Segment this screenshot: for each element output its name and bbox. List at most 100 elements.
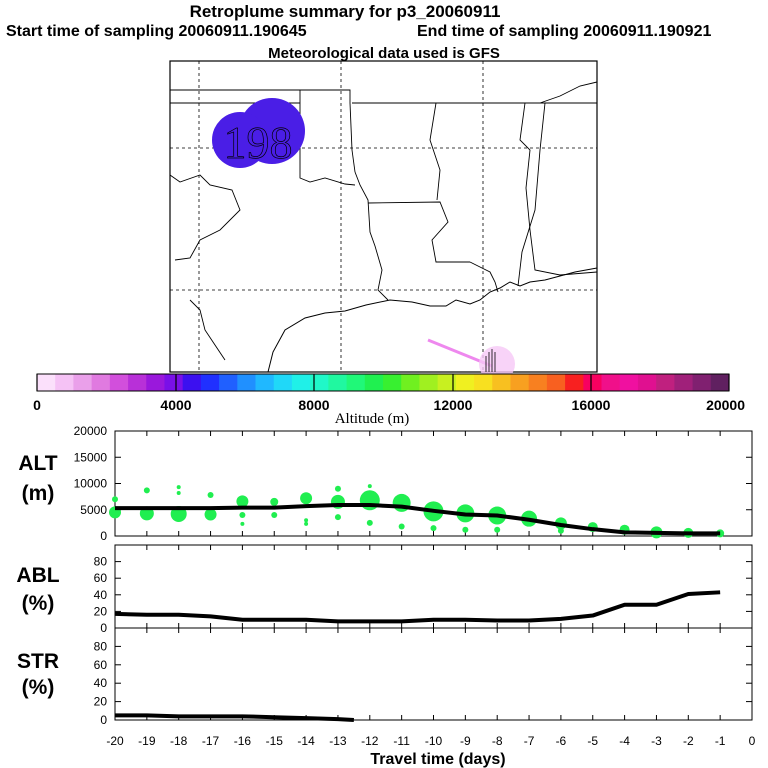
border-ms-al [469,261,499,293]
y-tick-label: 20000 [74,424,108,438]
y-tick-label: 20 [94,604,108,618]
x-tick-label: -17 [202,734,220,748]
colorbar-swatch [419,374,439,391]
y-tick-label: 5000 [80,503,107,517]
scatter-point [207,492,214,499]
colorbar-tick-label: 4000 [160,397,191,413]
border-tn [539,81,598,104]
colorbar-swatch [492,374,511,391]
x-tick-label: -1 [715,734,726,748]
y-tick-label: 80 [94,639,108,653]
colorbar-swatch [601,374,621,391]
scatter-point [271,512,278,518]
colorbar-swatch [237,374,256,391]
y-tick-label: 15000 [74,450,108,464]
scatter-point [557,527,564,534]
plume-blob-small [212,112,268,168]
colorbar-swatch [182,374,202,391]
red-river [299,145,356,186]
scatter-point [204,508,217,521]
colorbar-swatch [510,374,530,391]
colorbar-swatch [583,374,602,391]
scatter-point [236,495,249,508]
colorbar-tick-label: 16000 [572,397,611,413]
y-tick-label: 10000 [74,477,108,491]
scatter-point [430,525,437,532]
colorbar-tick-label: 8000 [298,397,329,413]
y-tick-label: 0 [100,621,107,635]
colorbar-tick-label: 0 [33,397,41,413]
colorbar-swatch [146,374,165,391]
x-tick-label: -4 [619,734,630,748]
chart-title: Retroplume summary for p3_20060911 [189,2,501,21]
scatter-point [366,519,373,526]
colorbar-swatch [255,374,275,391]
colorbar-swatch [164,374,184,391]
x-tick-label: -18 [170,734,188,748]
scatter-point [304,521,309,526]
x-axis-label: Travel time (days) [370,751,505,768]
colorbar-label: Altitude (m) [335,411,410,427]
colorbar-swatch [219,374,238,391]
x-tick-label: -11 [393,734,410,748]
border-tx-nm [169,174,241,261]
colorbar-swatch [383,374,402,391]
colorbar-swatch [37,374,56,391]
border-ar-la-ms [367,201,470,263]
y-tick-label: 0 [100,713,107,727]
scatter-point [176,485,181,490]
series-line [115,713,354,722]
x-tick-label: -12 [361,734,379,748]
scatter-point [270,497,279,506]
scatter-point [143,487,150,494]
plume-number-label: 198 [224,117,293,168]
x-tick-label: -19 [138,734,156,748]
y-tick-label: 60 [94,571,108,585]
x-tick-label: -2 [683,734,694,748]
colorbar-swatch [656,374,675,391]
series-line [114,590,721,624]
y-axis-label: ABL [16,564,59,587]
colorbar-swatch [619,374,639,391]
met-data-label: Meteorological data used is GFS [268,45,500,62]
colorbar-swatch [109,374,129,391]
x-tick-label: -6 [556,734,567,748]
scatter-point [239,512,246,518]
series-line [115,503,721,536]
altitude-colorbar: 0 4000 8000 12000 16000 20000 [33,373,745,413]
colorbar-swatch [55,374,74,391]
y-tick-label: 40 [94,588,108,602]
release-point-blob [479,346,515,382]
colorbar-swatch [364,374,384,391]
colorbar-swatch [437,374,457,391]
y-axis-label: (%) [22,676,55,699]
x-tick-label: -3 [651,734,662,748]
colorbar-swatch [401,374,420,391]
colorbar-swatch [474,374,493,391]
colorbar-swatch [73,374,93,391]
colorbar-tick-label: 20000 [706,397,745,413]
scatter-point [300,492,313,505]
scatter-point [462,526,469,533]
x-tick-label: -15 [266,734,284,748]
abl-panel: 0 20 40 60 80 ABL (%) [16,544,753,635]
border-fl [519,102,598,276]
scatter-point [334,485,341,492]
release-marker [485,349,496,372]
colorbar-swatch [528,374,548,391]
y-tick-label: 0 [100,529,107,543]
y-tick-label: 60 [94,658,108,672]
scatter-point [334,514,341,521]
colorbar-swatch [455,374,475,391]
border-mexico [189,299,226,361]
y-axis-label: STR [17,650,59,673]
y-tick-label: 20 [94,695,108,709]
alt-panel: 0 5000 10000 15000 20000 ALT (m) [18,424,753,543]
panel-frame [114,627,753,721]
colorbar-swatch [546,374,566,391]
x-tick-label: -13 [329,734,347,748]
colorbar-swatch [91,374,111,391]
colorbar-swatch [346,374,366,391]
